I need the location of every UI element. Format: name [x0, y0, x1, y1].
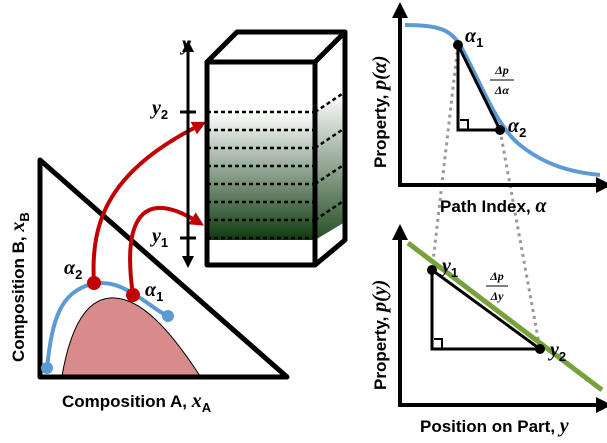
point [87, 276, 101, 290]
point [453, 40, 463, 50]
fraction-denominator: Δα [494, 83, 510, 97]
symbol: x [191, 390, 202, 412]
subscript: A [202, 400, 212, 415]
region [62, 298, 200, 376]
fraction-denominator: Δy [490, 289, 505, 303]
endpoint [41, 362, 53, 374]
subscript: 1 [161, 235, 168, 250]
label: y2 [548, 339, 566, 364]
axis-label: y [180, 33, 191, 55]
subscript: 2 [161, 107, 168, 122]
symbol: α [535, 195, 547, 217]
subscript: 1 [156, 289, 163, 304]
subscript: 1 [451, 265, 458, 280]
symbol: y [440, 255, 451, 277]
text: Composition B, [9, 232, 28, 362]
axis-label: Position on Part, y [420, 415, 569, 437]
symbol: y [369, 286, 391, 297]
text: Position on Part, [420, 417, 560, 436]
axis-label: Property, p(α) [369, 55, 391, 168]
symbol: y [548, 339, 559, 361]
axis-label: Composition B, xB [7, 212, 32, 362]
axis-label: Property, p(y) [369, 280, 391, 390]
text: Path Index, [440, 197, 535, 216]
symbol: p [369, 80, 391, 92]
subscript: 2 [559, 349, 566, 364]
text: Composition A, [62, 392, 192, 411]
curve [405, 25, 600, 175]
endpoint [162, 310, 174, 322]
symbol: p [369, 302, 391, 314]
axes [400, 10, 604, 185]
diagram: α2 α1 Composition B, xB Composition A, x… [0, 0, 607, 443]
label: y1 [440, 255, 458, 280]
text: Property, [371, 90, 390, 168]
point [535, 344, 545, 354]
label: α2 [64, 257, 82, 282]
text: Property, [371, 312, 390, 390]
axis-label: Path Index, α [440, 195, 547, 217]
label: α1 [145, 279, 163, 304]
connector [432, 45, 458, 270]
subscript: B [17, 212, 32, 221]
point [495, 125, 505, 135]
subscript: 2 [519, 125, 526, 140]
label: y1 [150, 225, 168, 250]
subscript: 1 [476, 35, 483, 50]
subscript: 2 [75, 267, 82, 282]
fraction-numerator: Δp [494, 63, 509, 77]
arrow [94, 125, 200, 283]
slope-triangle [432, 270, 540, 349]
label: α2 [508, 115, 526, 140]
point [427, 265, 437, 275]
axis-label: Composition A, xA [62, 390, 212, 415]
slope-triangle [458, 45, 500, 130]
symbol: x [7, 222, 29, 233]
label: y2 [150, 97, 168, 122]
line [408, 243, 602, 390]
symbol: y [150, 97, 161, 119]
fraction-numerator: Δp [489, 269, 504, 283]
point [126, 288, 140, 302]
symbol: y [150, 225, 161, 247]
label: α1 [465, 25, 483, 50]
symbol: y [558, 415, 569, 437]
